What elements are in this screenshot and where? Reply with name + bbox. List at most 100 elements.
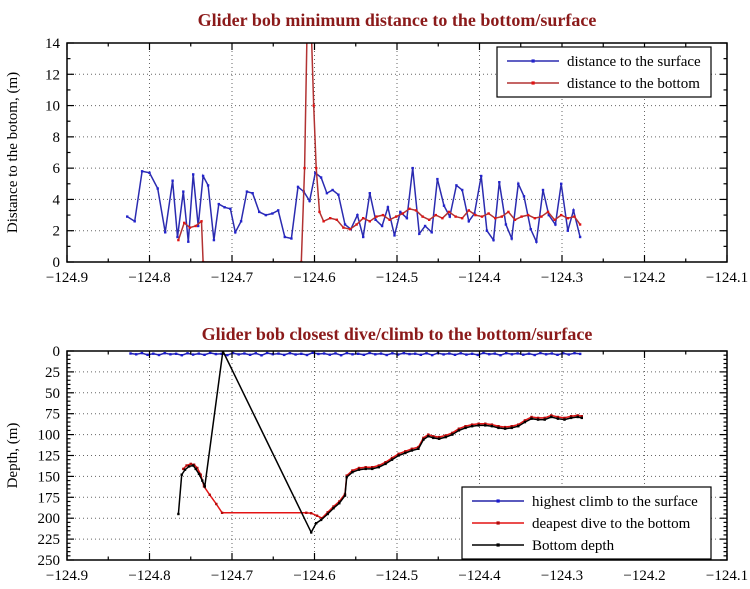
data-point-marker bbox=[314, 171, 317, 174]
bottom-chart-title: Glider bob closest dive/climb to the bot… bbox=[202, 324, 593, 344]
data-point-marker bbox=[182, 467, 185, 471]
data-point-marker bbox=[338, 500, 341, 503]
data-point-marker bbox=[317, 352, 320, 356]
data-point-marker bbox=[428, 218, 431, 221]
data-point-marker bbox=[338, 502, 341, 505]
data-point-marker bbox=[497, 425, 500, 428]
data-point-marker bbox=[504, 223, 508, 226]
x-tick-label: −124.1 bbox=[706, 568, 748, 584]
data-point-marker bbox=[326, 511, 329, 514]
data-point-marker bbox=[303, 166, 306, 170]
data-point-marker bbox=[183, 468, 187, 471]
y-tick-label: 0 bbox=[53, 344, 61, 360]
data-point-marker bbox=[516, 352, 519, 355]
legend-marker bbox=[531, 59, 535, 63]
data-point-marker bbox=[485, 229, 489, 232]
data-point-marker bbox=[396, 353, 400, 356]
data-point-marker bbox=[578, 235, 582, 239]
data-point-marker bbox=[348, 228, 352, 231]
legend-marker bbox=[496, 521, 500, 525]
data-point-marker bbox=[402, 352, 405, 355]
data-point-marker bbox=[351, 471, 354, 474]
legend-label: highest climb to the surface bbox=[532, 494, 698, 510]
x-tick-label: −124.2 bbox=[623, 270, 665, 286]
data-point-marker bbox=[560, 213, 563, 217]
x-tick-label: −124.2 bbox=[623, 568, 665, 584]
data-point-marker bbox=[339, 354, 343, 357]
data-point-marker bbox=[442, 353, 445, 356]
data-point-marker bbox=[480, 174, 483, 178]
data-point-marker bbox=[404, 450, 407, 453]
data-point-marker bbox=[530, 415, 533, 419]
data-point-marker bbox=[421, 215, 424, 218]
data-point-marker bbox=[199, 473, 202, 476]
data-point-marker bbox=[129, 352, 132, 355]
data-point-marker bbox=[140, 170, 144, 173]
data-point-marker bbox=[180, 354, 183, 357]
data-point-marker bbox=[507, 210, 510, 214]
data-point-marker bbox=[197, 224, 200, 228]
legend-label: distance to the surface bbox=[567, 54, 701, 70]
y-tick-label: 2 bbox=[53, 224, 61, 240]
data-point-marker bbox=[260, 354, 263, 357]
data-point-marker bbox=[484, 422, 487, 425]
data-point-marker bbox=[177, 512, 180, 516]
data-point-marker bbox=[550, 352, 553, 355]
y-tick-label: 250 bbox=[38, 553, 61, 569]
data-point-marker bbox=[423, 224, 427, 228]
data-point-marker bbox=[231, 351, 235, 355]
data-point-marker bbox=[566, 229, 569, 232]
data-point-marker bbox=[194, 224, 197, 228]
data-point-marker bbox=[174, 352, 178, 355]
data-point-marker bbox=[517, 182, 520, 185]
data-point-marker bbox=[374, 218, 377, 221]
data-point-marker bbox=[254, 352, 257, 355]
data-point-marker bbox=[448, 215, 451, 218]
data-point-marker bbox=[335, 218, 338, 221]
legend-marker bbox=[496, 499, 500, 503]
data-point-marker bbox=[283, 235, 286, 239]
data-point-marker bbox=[487, 212, 490, 215]
data-point-marker bbox=[271, 212, 274, 215]
data-point-marker bbox=[414, 352, 417, 355]
data-point-marker bbox=[480, 215, 484, 218]
data-point-marker bbox=[430, 231, 433, 234]
y-tick-label: 50 bbox=[45, 386, 60, 402]
data-point-marker bbox=[329, 217, 332, 220]
data-point-marker bbox=[510, 237, 513, 240]
data-point-marker bbox=[455, 184, 458, 187]
data-point-marker bbox=[543, 416, 546, 420]
x-tick-label: −124.1 bbox=[706, 270, 748, 286]
legend: highest climb to the surface deapest dive… bbox=[461, 486, 712, 560]
data-point-marker bbox=[362, 217, 365, 220]
data-point-marker bbox=[357, 466, 361, 470]
data-point-marker bbox=[477, 422, 480, 425]
data-point-marker bbox=[437, 437, 441, 440]
data-point-marker bbox=[374, 353, 377, 356]
data-point-marker bbox=[177, 238, 180, 242]
data-point-marker bbox=[203, 353, 206, 356]
data-point-marker bbox=[187, 240, 190, 243]
data-point-marker bbox=[500, 215, 503, 218]
data-point-marker bbox=[337, 193, 340, 196]
y-tick-label: 12 bbox=[45, 67, 60, 83]
x-tick-label: −124.7 bbox=[211, 270, 254, 286]
data-point-marker bbox=[391, 352, 394, 355]
data-point-marker bbox=[546, 210, 550, 214]
data-point-marker bbox=[550, 414, 553, 417]
data-point-marker bbox=[248, 353, 252, 356]
data-point-marker bbox=[408, 352, 411, 356]
data-point-marker bbox=[310, 512, 313, 515]
data-point-marker bbox=[357, 468, 361, 471]
data-point-marker bbox=[453, 353, 457, 356]
data-point-marker bbox=[474, 213, 477, 217]
data-point-marker bbox=[490, 425, 494, 428]
data-point-marker bbox=[444, 434, 447, 437]
data-point-marker bbox=[427, 435, 430, 438]
data-point-marker bbox=[191, 353, 195, 356]
y-tick-label: 0 bbox=[53, 255, 61, 271]
data-point-marker bbox=[422, 438, 425, 441]
data-point-marker bbox=[576, 415, 579, 419]
